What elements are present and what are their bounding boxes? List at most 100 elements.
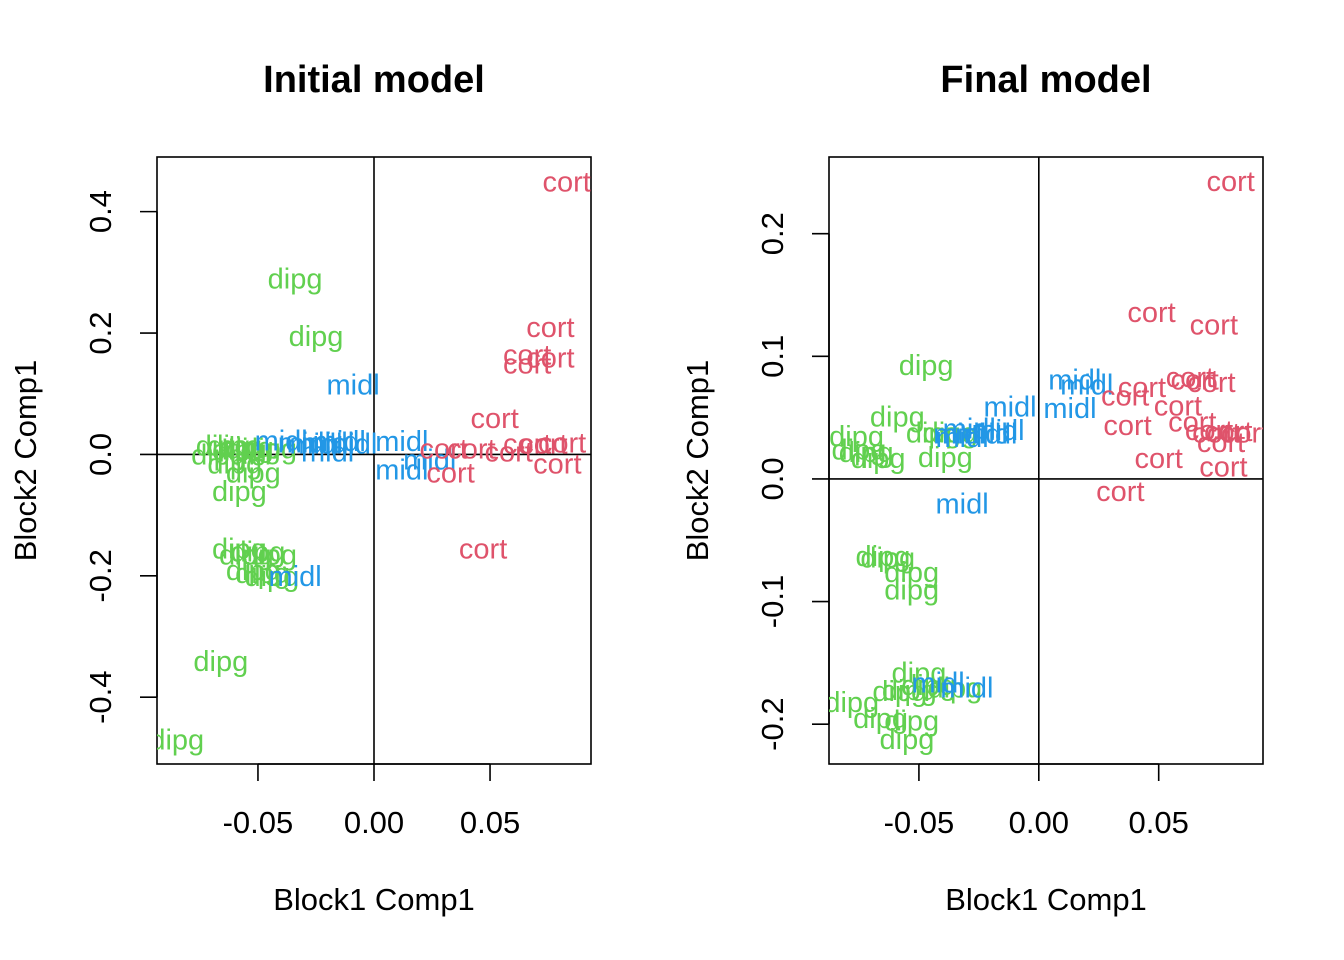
point-label-dipg: dipg <box>892 658 947 690</box>
point-label-dipg: dipg <box>856 541 911 573</box>
point-label-dipg: dipg <box>231 537 286 569</box>
point-labels: dipgdipgdipgdipgdipgdipgdipgdipgdipgdipg… <box>157 166 591 756</box>
point-label-cort: cort <box>526 342 574 374</box>
y-tick-label: 0.2 <box>83 311 118 354</box>
point-label-midl: midl <box>933 419 986 451</box>
point-label-cort: cort <box>1166 362 1214 394</box>
point-label-cort: cort <box>459 534 507 566</box>
point-label-dipg: dipg <box>289 321 344 353</box>
point-label-cort: cort <box>1154 390 1202 422</box>
final-model-panel: Final model Block1 Comp1 Block2 Comp1 -0… <box>680 59 1269 917</box>
point-label-dipg: dipg <box>242 540 297 572</box>
point-label-dipg: dipg <box>880 724 935 756</box>
point-label-midl: midl <box>403 444 456 476</box>
point-label-cort: cort <box>484 436 532 468</box>
point-label-dipg: dipg <box>923 417 978 449</box>
y-axis-label: Block2 Comp1 <box>8 360 43 562</box>
initial-model-panel: Initial model Block1 Comp1 Block2 Comp1 … <box>8 59 592 917</box>
point-label-cort: cort <box>1118 372 1166 404</box>
point-label-cort: cort <box>1221 417 1269 449</box>
point-label-cort: cort <box>1101 381 1149 413</box>
point-label-cort: cort <box>447 433 495 465</box>
y-tick-label: 0.4 <box>83 190 118 233</box>
point-label-cort: cort <box>1190 309 1238 341</box>
y-tick-label: -0.2 <box>755 697 790 750</box>
point-label-midl: midl <box>1048 365 1101 397</box>
point-label-dipg: dipg <box>268 263 323 295</box>
point-label-midl: midl <box>301 436 354 468</box>
point-label-cort: cort <box>1168 406 1216 438</box>
y-tick-label: 0.1 <box>755 335 790 378</box>
point-label-cort: cort <box>1096 476 1144 508</box>
point-label-cort: cort <box>1185 415 1233 447</box>
point-label-dipg: dipg <box>860 542 915 574</box>
point-label-dipg: dipg <box>212 435 267 467</box>
point-label-dipg: dipg <box>851 443 906 475</box>
point-label-midl: midl <box>269 561 322 593</box>
point-label-midl: midl <box>983 392 1036 424</box>
point-label-midl: midl <box>327 370 380 402</box>
point-label-dipg: dipg <box>193 646 248 678</box>
point-label-dipg: dipg <box>884 557 939 589</box>
point-label-cort: cort <box>426 458 474 490</box>
point-label-midl: midl <box>255 425 308 457</box>
point-label-midl: midl <box>1060 369 1113 401</box>
x-tick-label: 0.00 <box>344 805 404 840</box>
chart-title: Final model <box>940 59 1151 101</box>
y-tick-label: 0.0 <box>83 433 118 476</box>
point-label-cort: cort <box>1199 452 1247 484</box>
point-label-cort: cort <box>542 166 590 198</box>
point-label-dipg: dipg <box>219 540 274 572</box>
point-label-dipg: dipg <box>235 558 290 590</box>
point-label-dipg: dipg <box>196 430 251 462</box>
point-label-dipg: dipg <box>839 437 894 469</box>
point-label-dipg: dipg <box>824 687 879 719</box>
point-label-cort: cort <box>1127 297 1175 329</box>
point-label-midl: midl <box>375 426 428 458</box>
point-label-dipg: dipg <box>226 433 281 465</box>
y-tick-label: 0.2 <box>755 212 790 255</box>
point-label-cort: cort <box>1170 365 1218 397</box>
x-axis-label: Block1 Comp1 <box>945 882 1147 917</box>
point-label-cort: cort <box>419 433 467 465</box>
y-axis-label: Block2 Comp1 <box>680 360 715 562</box>
chart-title: Initial model <box>263 59 485 101</box>
point-label-midl: midl <box>313 426 366 458</box>
point-label-dipg: dipg <box>226 555 281 587</box>
point-label-dipg: dipg <box>884 574 939 606</box>
point-label-dipg: dipg <box>242 433 297 465</box>
point-label-dipg: dipg <box>918 442 973 474</box>
point-label-midl: midl <box>940 672 993 704</box>
point-label-cort: cort <box>1187 367 1235 399</box>
point-label-cort: cort <box>1192 417 1240 449</box>
point-label-midl: midl <box>301 427 354 459</box>
y-tick-label: 0.0 <box>755 457 790 500</box>
point-label-midl: midl <box>375 455 428 487</box>
point-label-cort: cort <box>1103 410 1151 442</box>
point-label-midl: midl <box>324 429 377 461</box>
point-label-dipg: dipg <box>906 417 961 449</box>
point-label-cort: cort <box>526 312 574 344</box>
point-label-cort: cort <box>1204 416 1252 448</box>
point-label-dipg: dipg <box>884 705 939 737</box>
point-label-dipg: dipg <box>901 670 956 702</box>
point-label-dipg: dipg <box>207 449 262 481</box>
point-label-midl: midl <box>278 427 331 459</box>
point-label-dipg: dipg <box>191 439 246 471</box>
point-label-dipg: dipg <box>870 401 925 433</box>
point-label-cort: cort <box>533 449 581 481</box>
point-label-dipg: dipg <box>829 421 884 453</box>
point-label-dipg: dipg <box>882 675 937 707</box>
point-label-dipg: dipg <box>207 430 262 462</box>
point-label-midl: midl <box>289 429 342 461</box>
point-label-cort: cort <box>503 429 551 461</box>
point-label-dipg: dipg <box>872 676 927 708</box>
point-label-dipg: dipg <box>226 458 281 490</box>
point-label-cort: cort <box>519 429 567 461</box>
point-label-dipg: dipg <box>212 534 267 566</box>
y-tick-label: -0.2 <box>83 549 118 602</box>
point-label-dipg: dipg <box>832 434 887 466</box>
point-label-cort: cort <box>1197 427 1245 459</box>
point-label-cort: cort <box>1135 443 1183 475</box>
